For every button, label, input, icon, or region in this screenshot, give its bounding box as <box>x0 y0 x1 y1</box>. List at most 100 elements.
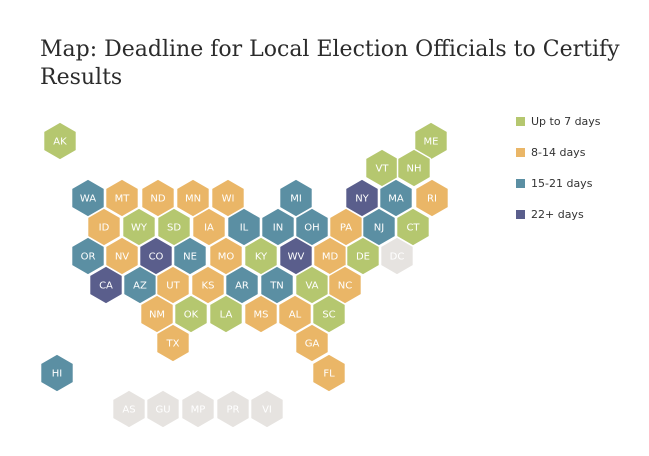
map-title: Map: Deadline for Local Election Officia… <box>40 37 620 90</box>
state-label: WI <box>222 194 235 205</box>
state-label: LA <box>220 310 233 321</box>
state-label: FL <box>323 369 335 380</box>
state-hex <box>111 389 147 429</box>
state-tile-mp: MP <box>180 389 216 429</box>
state-label: CA <box>99 281 113 292</box>
state-hex <box>173 294 209 334</box>
state-label: GA <box>305 339 320 350</box>
state-tile-ak: AK <box>42 121 78 161</box>
state-label: MA <box>388 194 404 205</box>
state-hex <box>249 389 285 429</box>
state-tile-hi: HI <box>39 353 75 393</box>
state-label: MI <box>290 194 302 205</box>
state-label: AS <box>122 405 135 416</box>
state-label: NJ <box>374 223 384 234</box>
state-tile-ga: GA <box>294 323 330 363</box>
state-tile-nh: NH <box>396 148 432 188</box>
state-label: DE <box>356 252 370 263</box>
state-label: NY <box>355 194 369 205</box>
state-label: MD <box>322 252 339 263</box>
state-label: TN <box>269 281 284 292</box>
state-label: IL <box>240 223 249 234</box>
legend-item-up-to-7-days: Up to 7 days <box>516 113 601 129</box>
state-label: ND <box>150 194 165 205</box>
state-label: NM <box>149 310 165 321</box>
legend-item-8-14-days: 8-14 days <box>516 144 601 160</box>
state-label: HI <box>52 369 62 380</box>
state-label: WV <box>288 252 305 263</box>
legend-item-15-21-days: 15-21 days <box>516 175 601 191</box>
state-hex <box>42 121 78 161</box>
state-tile-de: DE <box>345 236 381 276</box>
state-label: DC <box>390 252 405 263</box>
state-hex <box>243 294 279 334</box>
state-hex <box>88 265 124 305</box>
state-label: NC <box>338 281 352 292</box>
state-label: SD <box>167 223 181 234</box>
state-label: MS <box>254 310 269 321</box>
state-hex <box>414 178 450 218</box>
state-label: CO <box>149 252 164 263</box>
state-label: OH <box>304 223 319 234</box>
state-tile-or: OR <box>70 236 106 276</box>
state-label: MT <box>115 194 131 205</box>
state-label: NV <box>115 252 129 263</box>
state-label: VA <box>305 281 318 292</box>
state-label: OR <box>81 252 96 263</box>
legend-swatch-8-14-days <box>516 147 525 157</box>
state-label: TX <box>166 339 180 350</box>
state-hex <box>345 236 381 276</box>
state-tile-gu: GU <box>145 389 181 429</box>
legend-label: 22+ days <box>531 207 584 221</box>
legend-label: 15-21 days <box>531 176 593 190</box>
state-hex <box>294 323 330 363</box>
state-tile-pr: PR <box>215 389 251 429</box>
state-tile-ri: RI <box>414 178 450 218</box>
state-label: KY <box>255 252 268 263</box>
legend: Up to 7 days 8-14 days 15-21 days 22+ da… <box>516 113 601 237</box>
state-label: MN <box>185 194 201 205</box>
state-tile-fl: FL <box>311 353 347 393</box>
state-hex <box>215 389 251 429</box>
state-label: WA <box>80 194 96 205</box>
state-label: IA <box>204 223 214 234</box>
state-label: ME <box>424 137 439 148</box>
state-label: WY <box>131 223 148 234</box>
state-label: MO <box>218 252 235 263</box>
state-hex <box>39 353 75 393</box>
state-label: AL <box>289 310 302 321</box>
state-label: PA <box>340 223 352 234</box>
state-label: NE <box>183 252 197 263</box>
legend-label: Up to 7 days <box>531 114 601 128</box>
state-label: MP <box>191 405 206 416</box>
state-label: SC <box>322 310 335 321</box>
state-tile-vi: VI <box>249 389 285 429</box>
state-tile-ca: CA <box>88 265 124 305</box>
state-hex <box>70 236 106 276</box>
state-hex <box>379 236 415 276</box>
state-label: PR <box>227 405 240 416</box>
state-label: ID <box>99 223 110 234</box>
state-tile-dc: DC <box>379 236 415 276</box>
state-tile-la: LA <box>208 294 244 334</box>
state-label: AK <box>53 137 67 148</box>
state-tile-tx: TX <box>155 323 191 363</box>
state-tile-as: AS <box>111 389 147 429</box>
state-tile-ms: MS <box>243 294 279 334</box>
state-hex <box>396 148 432 188</box>
state-label: VT <box>376 164 390 175</box>
legend-label: 8-14 days <box>531 145 586 159</box>
state-hex <box>145 389 181 429</box>
state-label: GU <box>155 405 170 416</box>
state-label: CT <box>406 223 420 234</box>
state-label: KS <box>202 281 215 292</box>
state-hex <box>180 389 216 429</box>
state-label: IN <box>273 223 283 234</box>
state-label: UT <box>166 281 180 292</box>
state-label: AR <box>235 281 249 292</box>
legend-swatch-22-plus-days <box>516 209 525 219</box>
legend-swatch-up-to-7-days <box>516 116 525 126</box>
legend-item-22-plus-days: 22+ days <box>516 206 601 222</box>
state-hex <box>155 323 191 363</box>
state-hex <box>208 294 244 334</box>
